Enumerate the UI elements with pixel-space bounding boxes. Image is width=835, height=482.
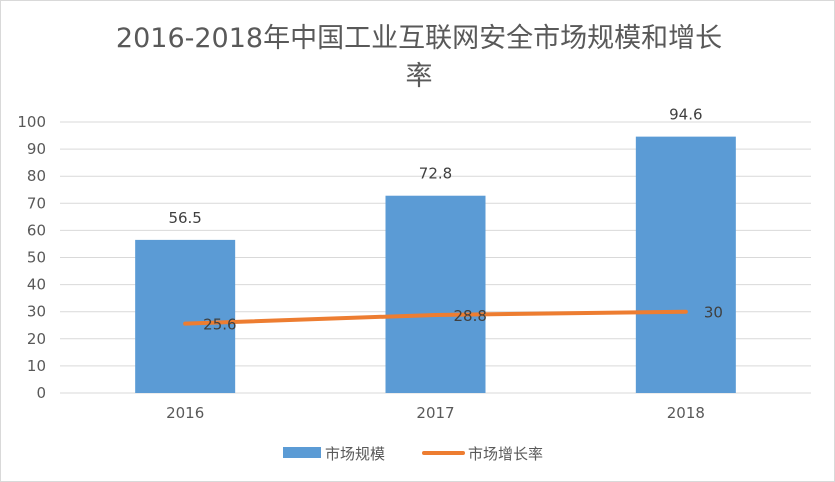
y-tick-label: 40 <box>27 276 46 294</box>
bar-series: 56.5 72.8 94.6 <box>135 106 736 393</box>
chart-title: 2016-2018年中国工业互联网安全市场规模和增长 率 <box>116 23 722 92</box>
chart-title-line-1: 2016-2018年中国工业互联网安全市场规模和增长 <box>116 23 722 54</box>
bar <box>635 136 736 393</box>
legend-swatch-bar <box>283 447 321 458</box>
line-point <box>435 314 436 316</box>
legend: 市场规模 市场增长率 <box>283 445 543 463</box>
line-data-label: 28.8 <box>454 307 487 325</box>
y-tick-label: 60 <box>27 221 46 239</box>
y-tick-label: 80 <box>27 167 46 185</box>
line-series: 25.6 28.8 30 <box>183 304 723 334</box>
y-tick-label: 20 <box>27 330 46 348</box>
bar-data-label: 72.8 <box>419 165 452 183</box>
line-data-label: 25.6 <box>203 316 236 334</box>
x-tick-label: 2016 <box>166 404 204 422</box>
line-data-label: 30 <box>704 304 723 322</box>
legend-label: 市场规模 <box>325 445 385 463</box>
line-point <box>685 311 687 313</box>
line-point <box>184 323 186 325</box>
y-tick-label: 90 <box>27 140 46 158</box>
x-tick-label: 2017 <box>416 404 454 422</box>
y-tick-label: 10 <box>27 357 46 375</box>
legend-label: 市场增长率 <box>468 445 543 463</box>
bar-data-label: 56.5 <box>168 209 201 227</box>
y-tick-label: 50 <box>27 249 46 267</box>
y-tick-label: 30 <box>27 303 46 321</box>
y-tick-label: 0 <box>36 384 46 402</box>
x-tick-label: 2018 <box>667 404 705 422</box>
bar <box>385 195 486 393</box>
y-tick-label: 100 <box>17 113 46 131</box>
y-axis-ticks: 0 10 20 30 40 50 60 70 80 90 100 <box>17 113 46 402</box>
bar-data-label: 94.6 <box>669 106 702 124</box>
chart-title-line-2: 率 <box>406 61 433 92</box>
bar <box>135 239 236 393</box>
y-tick-label: 70 <box>27 194 46 212</box>
x-axis-ticks: 2016 2017 2018 <box>166 404 705 422</box>
